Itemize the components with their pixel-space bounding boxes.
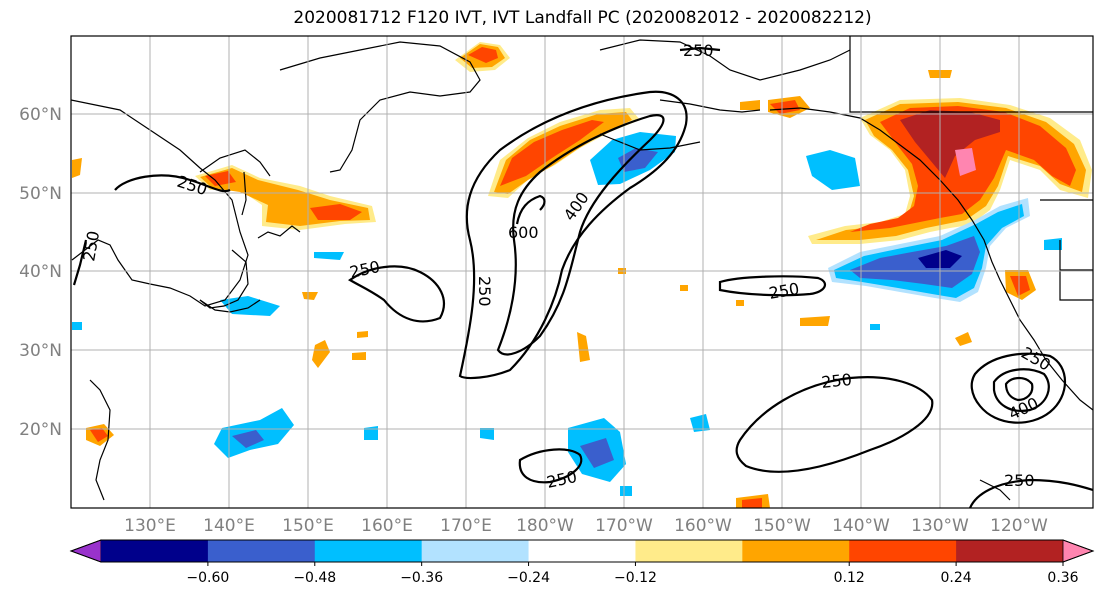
lon-label: 130°E bbox=[124, 516, 176, 536]
contour-label: 250 bbox=[348, 257, 382, 282]
lon-label: 170°W bbox=[595, 516, 653, 536]
colorbar-outline bbox=[69, 539, 1095, 563]
contour-label: 250 bbox=[1004, 471, 1035, 490]
lat-label: 30°N bbox=[19, 341, 62, 361]
lon-label: 180°W bbox=[516, 516, 574, 536]
lon-label: 170°E bbox=[440, 516, 492, 536]
ivt-contours bbox=[72, 46, 1093, 508]
colorbar-segment bbox=[849, 540, 957, 562]
colorbar-tick-label: −0.12 bbox=[614, 570, 657, 586]
contour-label: 250 bbox=[79, 229, 103, 262]
contour-label: 250 bbox=[767, 279, 800, 303]
colorbar-segment bbox=[956, 540, 1064, 562]
colorbar-tick-label: 0.24 bbox=[941, 570, 972, 586]
contour-label: 250 bbox=[683, 41, 714, 60]
ivt-positive-shading-central bbox=[488, 108, 640, 198]
lat-label: 60°N bbox=[19, 105, 62, 125]
colorbar-segment bbox=[101, 540, 209, 562]
contour-label: 400 bbox=[560, 188, 593, 224]
colorbar-tick-label: 0.12 bbox=[834, 570, 865, 586]
colorbar-segment bbox=[421, 540, 530, 562]
colorbar-tick-label: −0.24 bbox=[507, 570, 550, 586]
lon-label: 160°E bbox=[361, 516, 413, 536]
lon-label: 160°W bbox=[674, 516, 732, 536]
contour-label: 250 bbox=[820, 370, 852, 392]
colorbar-tick-label: −0.60 bbox=[186, 570, 229, 586]
lon-label: 120°W bbox=[990, 516, 1048, 536]
colorbar-extend-max bbox=[1062, 539, 1095, 563]
lon-label: 150°E bbox=[282, 516, 334, 536]
lon-label: 140°W bbox=[832, 516, 890, 536]
lon-label: 150°W bbox=[753, 516, 811, 536]
gridlines bbox=[71, 36, 1093, 508]
lat-label: 50°N bbox=[19, 184, 62, 204]
colorbar-segment bbox=[528, 540, 636, 562]
map-frame bbox=[70, 35, 1094, 509]
contour-label: 250 bbox=[545, 467, 579, 492]
colorbar-segment bbox=[314, 540, 423, 562]
contour-label: 250 bbox=[475, 276, 494, 307]
colorbar-segment bbox=[742, 540, 850, 562]
colorbar-tick-label: −0.48 bbox=[293, 570, 336, 586]
latitude-labels: 60°N 50°N 40°N 30°N 20°N bbox=[19, 105, 62, 440]
lon-label: 140°E bbox=[203, 516, 255, 536]
longitude-labels: 130°E 140°E 150°E 160°E 170°E 180°W 170°… bbox=[124, 516, 1048, 536]
contour-label: 600 bbox=[508, 223, 539, 242]
colorbar-extend-min bbox=[69, 539, 102, 563]
map-title: 2020081712 F120 IVT, IVT Landfall PC (20… bbox=[293, 8, 872, 28]
colorbar-segment bbox=[635, 540, 743, 562]
lat-label: 20°N bbox=[19, 420, 62, 440]
colorbar-tick-label: 0.36 bbox=[1047, 570, 1078, 586]
coastlines bbox=[71, 36, 1093, 501]
lon-label: 130°W bbox=[911, 516, 969, 536]
colorbar: −0.60−0.48−0.36−0.24−0.120.120.240.360.4… bbox=[69, 539, 1095, 586]
colorbar-segment bbox=[207, 540, 316, 562]
colorbar-tick-label: −0.36 bbox=[400, 570, 443, 586]
ivt-positive-shading-east bbox=[618, 70, 1092, 508]
lat-label: 40°N bbox=[19, 262, 62, 282]
